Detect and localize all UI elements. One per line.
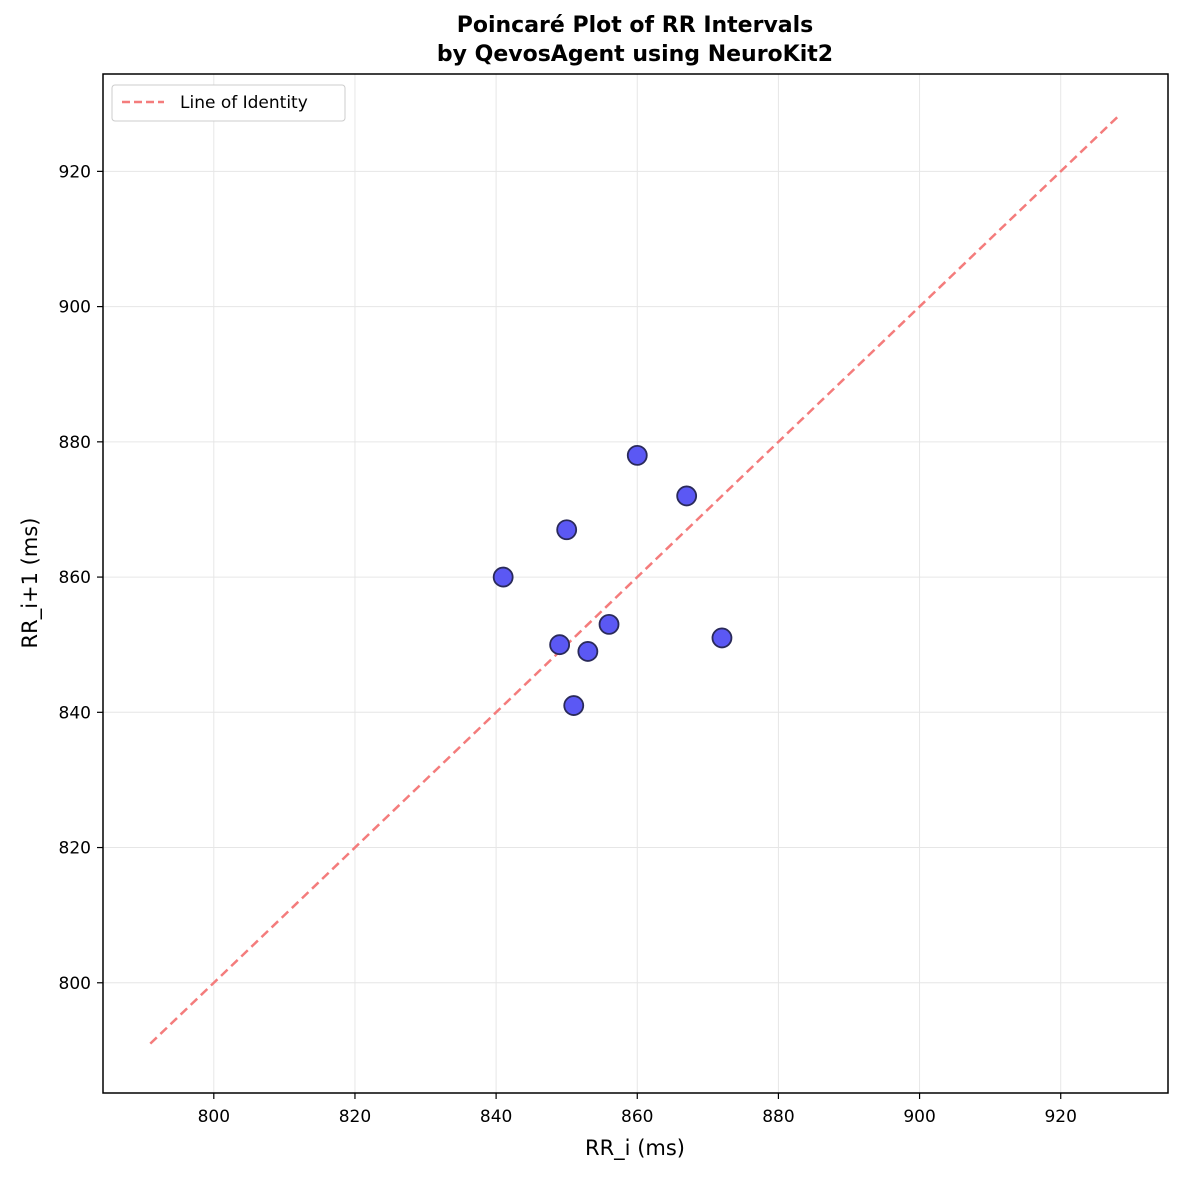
x-tick-label: 820 bbox=[339, 1107, 371, 1127]
scatter-point bbox=[577, 641, 599, 662]
x-axis-label: RR_i (ms) bbox=[585, 1136, 685, 1161]
y-tick-label: 920 bbox=[59, 162, 91, 182]
scatter-point bbox=[556, 519, 578, 541]
scatter-point bbox=[676, 485, 698, 507]
grid-layer bbox=[103, 74, 1168, 1093]
legend-label: Line of Identity bbox=[180, 93, 308, 113]
y-tick-label: 900 bbox=[59, 298, 91, 318]
y-tick-label: 800 bbox=[59, 974, 91, 994]
legend: Line of Identity bbox=[111, 84, 346, 122]
scatter-point bbox=[549, 634, 571, 656]
legend-box bbox=[111, 84, 346, 122]
y-tick-layer: 800 820 840 860 880 900 920 bbox=[59, 162, 103, 994]
chart-title-line-2: by QevosAgent using NeuroKit2 bbox=[437, 42, 833, 67]
chart-title-line-1: Poincaré Plot of RR Intervals bbox=[457, 13, 814, 38]
plot-frame bbox=[102, 73, 1169, 1094]
scatter-point bbox=[492, 566, 514, 588]
identity-line-layer bbox=[149, 116, 1119, 1045]
scatter-point bbox=[711, 627, 733, 649]
x-tick-label: 880 bbox=[762, 1107, 794, 1127]
identity-line bbox=[149, 116, 1119, 1045]
y-tick-label: 880 bbox=[59, 433, 91, 453]
scatter-point bbox=[626, 444, 648, 466]
y-tick-label: 820 bbox=[59, 839, 91, 859]
x-tick-label: 840 bbox=[480, 1107, 512, 1127]
x-tick-label: 800 bbox=[198, 1107, 230, 1127]
x-tick-label: 920 bbox=[1044, 1107, 1076, 1127]
scatter-points-layer bbox=[492, 444, 733, 716]
y-tick-label: 840 bbox=[59, 703, 91, 723]
x-tick-label: 900 bbox=[903, 1107, 935, 1127]
x-tick-label: 860 bbox=[621, 1107, 653, 1127]
scatter-point bbox=[563, 695, 585, 716]
x-tick-layer: 800 820 840 860 880 900 920 bbox=[198, 1093, 1077, 1127]
y-axis-label: RR_i+1 (ms) bbox=[18, 518, 43, 649]
y-tick-label: 860 bbox=[59, 568, 91, 588]
scatter-point bbox=[598, 614, 620, 635]
